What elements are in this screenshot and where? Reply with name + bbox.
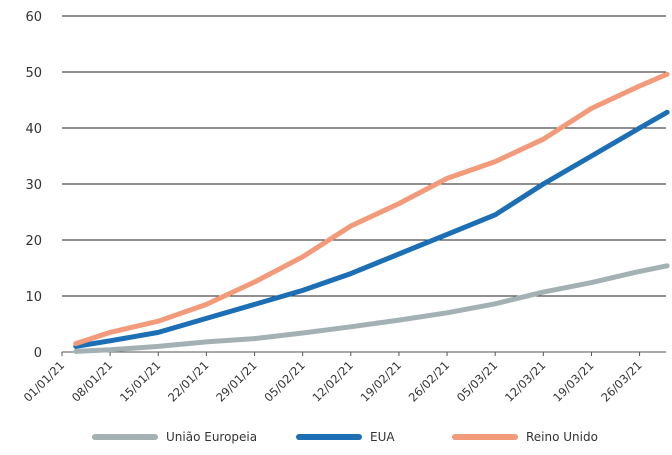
y-tick-label: 40	[25, 122, 42, 137]
legend: União Europeia EUA Reino Unido	[0, 430, 672, 452]
series-line-0	[73, 263, 670, 354]
legend-swatch-reino-unido	[452, 434, 518, 440]
x-tick-label: 05/03/21	[454, 358, 500, 404]
x-tick-label: 12/03/21	[502, 358, 548, 404]
x-tick-label: 22/01/21	[165, 358, 211, 404]
legend-swatch-eua	[296, 434, 362, 440]
x-tick-label: 15/01/21	[117, 358, 163, 404]
x-tick-label: 26/02/21	[406, 358, 452, 404]
x-tick-label: 12/02/21	[309, 358, 355, 404]
series-line-2	[73, 71, 670, 347]
legend-item-uniao-europeia: União Europeia	[92, 430, 257, 444]
x-axis-ticks: 01/01/21 08/01/21 15/01/21 22/01/21 29/01/21…	[21, 352, 645, 405]
x-tick-label: 29/01/21	[213, 358, 259, 404]
legend-item-eua: EUA	[296, 430, 395, 444]
x-tick-label: 26/03/21	[598, 358, 644, 404]
y-tick-label: 60	[25, 10, 42, 25]
y-tick-label: 10	[25, 290, 42, 305]
legend-label-eua: EUA	[370, 430, 395, 444]
legend-label-reino-unido: Reino Unido	[526, 430, 598, 444]
x-tick-label: 19/03/21	[550, 358, 596, 404]
series-line-1	[73, 109, 670, 349]
y-tick-label: 30	[25, 178, 42, 193]
series-lines	[73, 71, 670, 354]
legend-item-reino-unido: Reino Unido	[452, 430, 598, 444]
gridlines	[62, 15, 666, 353]
x-tick-label: 08/01/21	[69, 358, 115, 404]
y-tick-label: 50	[25, 66, 42, 81]
y-tick-label: 0	[34, 346, 42, 361]
x-tick-label: 05/02/21	[261, 358, 307, 404]
y-tick-label: 20	[25, 234, 42, 249]
line-chart: 0 10 20 30 40 50 60 01/01/21 08/01/21 15/01/21 22…	[21, 10, 670, 405]
x-tick-label: 01/01/21	[21, 358, 67, 404]
legend-swatch-uniao-europeia	[92, 434, 158, 440]
legend-label-uniao-europeia: União Europeia	[166, 430, 258, 444]
y-axis-ticks: 0 10 20 30 40 50 60	[25, 10, 42, 361]
x-tick-label: 19/02/21	[358, 358, 404, 404]
